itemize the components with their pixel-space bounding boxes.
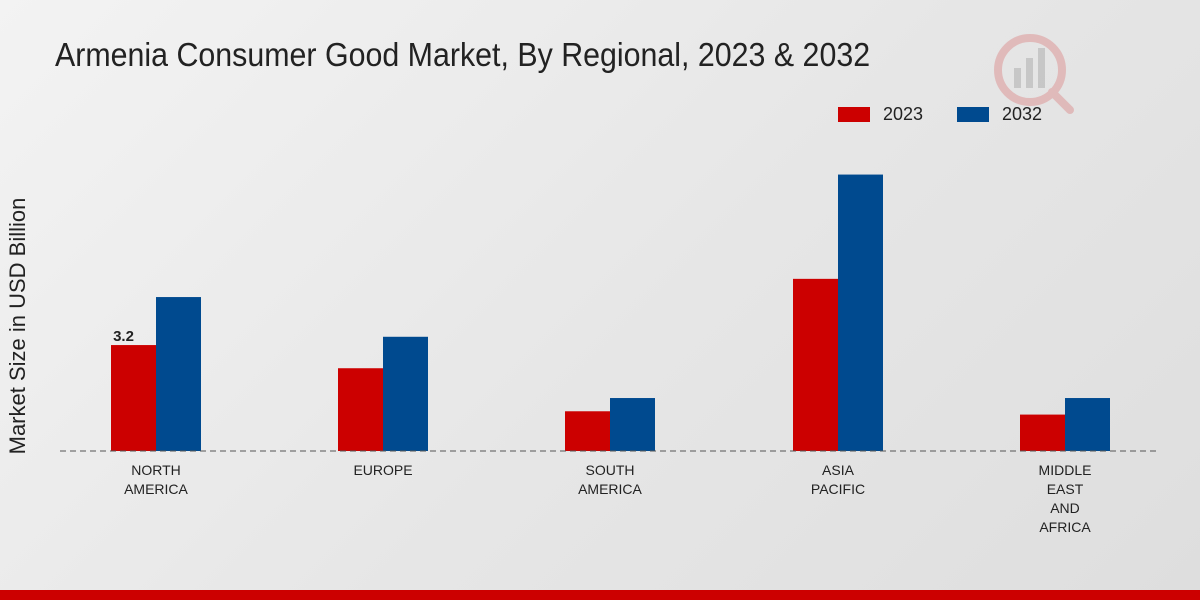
bar-2032-0: [156, 297, 201, 451]
x-tick-label-0: NORTH AMERICA: [124, 462, 188, 497]
legend-item-2023: 2023: [838, 104, 923, 124]
bar-2032-3: [838, 174, 883, 451]
bar-2032-2: [610, 398, 655, 451]
bar-2023-3: [793, 278, 838, 451]
bar-2023-2: [565, 411, 610, 451]
legend-swatch-2023: [838, 106, 870, 122]
logo-watermark-icon: [994, 34, 1074, 114]
bar-2023-1: [338, 368, 383, 451]
x-tick-label-1: EUROPE: [353, 462, 413, 478]
chart-title: Armenia Consumer Good Market, By Regiona…: [55, 36, 871, 73]
footer-accent-bar: [0, 590, 1200, 600]
bar-2023-0: [111, 345, 156, 451]
legend-swatch-2032: [957, 106, 989, 122]
bar-2032-4: [1065, 398, 1110, 451]
x-tick-label-4: MIDDLE EAST AND AFRICA: [1038, 462, 1092, 535]
bar-2023-4: [1020, 414, 1065, 451]
x-tick-label-2: SOUTH AMERICA: [578, 462, 642, 497]
legend-item-2032: 2032: [957, 104, 1042, 124]
data-label-0: 3.2: [113, 328, 134, 345]
legend-label-2032: 2032: [1002, 103, 1043, 124]
legend-label-2023: 2023: [883, 103, 924, 124]
bar-2032-1: [383, 336, 428, 451]
x-tick-label-3: ASIA PACIFIC: [810, 462, 866, 497]
